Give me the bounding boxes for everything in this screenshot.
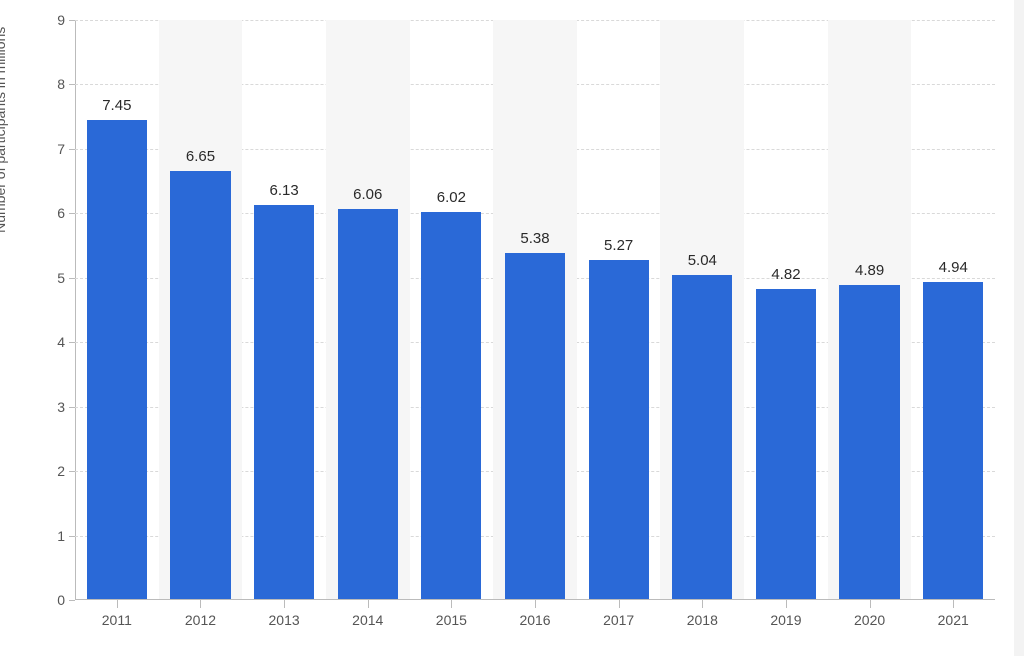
x-tick-mark: [284, 600, 285, 608]
x-tick-label: 2014: [352, 612, 383, 628]
bar-slot: 4.892020: [828, 20, 912, 600]
bar-value-label: 5.04: [688, 252, 717, 269]
bar: 7.45: [87, 120, 147, 600]
bar-value-label: 7.45: [102, 97, 131, 114]
x-tick-label: 2017: [603, 612, 634, 628]
bar-chart: Number of participants in millions 01234…: [10, 10, 1010, 646]
y-tick-label: 6: [35, 205, 75, 221]
bar-slot: 4.822019: [744, 20, 828, 600]
bar: 6.02: [421, 212, 481, 600]
x-tick-label: 2019: [770, 612, 801, 628]
bar-slot: 5.042018: [660, 20, 744, 600]
bar: 5.27: [589, 260, 649, 600]
x-tick-mark: [368, 600, 369, 608]
bar-value-label: 6.65: [186, 148, 215, 165]
bar-value-label: 6.02: [437, 189, 466, 206]
x-tick-mark: [870, 600, 871, 608]
bar-slot: 6.652012: [159, 20, 243, 600]
x-tick-label: 2016: [519, 612, 550, 628]
bar: 6.13: [254, 205, 314, 600]
x-tick-mark: [953, 600, 954, 608]
bar-value-label: 4.94: [939, 259, 968, 276]
y-tick-label: 5: [35, 270, 75, 286]
x-tick-mark: [702, 600, 703, 608]
bar-value-label: 6.06: [353, 186, 382, 203]
x-tick-label: 2015: [436, 612, 467, 628]
bar: 6.06: [338, 209, 398, 600]
bar: 4.89: [839, 285, 899, 600]
x-tick-mark: [619, 600, 620, 608]
bar: 6.65: [170, 171, 230, 600]
y-tick-label: 9: [35, 12, 75, 28]
y-tick-label: 4: [35, 334, 75, 350]
y-tick-label: 3: [35, 399, 75, 415]
bar: 4.82: [756, 289, 816, 600]
right-shadow-edge: [1014, 0, 1024, 656]
bar-value-label: 5.38: [520, 230, 549, 247]
bar-value-label: 4.82: [771, 266, 800, 283]
x-tick-mark: [451, 600, 452, 608]
y-tick-label: 7: [35, 141, 75, 157]
bar-slot: 5.382016: [493, 20, 577, 600]
y-tick-label: 1: [35, 528, 75, 544]
x-tick-label: 2021: [938, 612, 969, 628]
x-tick-label: 2018: [687, 612, 718, 628]
y-tick-label: 8: [35, 76, 75, 92]
bar: 5.38: [505, 253, 565, 600]
bar: 5.04: [672, 275, 732, 600]
y-axis-label: Number of participants in millions: [0, 27, 8, 233]
bars-region: 7.4520116.6520126.1320136.0620146.022015…: [75, 20, 995, 600]
bar-slot: 4.942021: [911, 20, 995, 600]
x-tick-label: 2020: [854, 612, 885, 628]
y-tick-label: 2: [35, 463, 75, 479]
bar-slot: 5.272017: [577, 20, 661, 600]
bar-slot: 6.062014: [326, 20, 410, 600]
x-axis-line: [75, 599, 995, 600]
bar-slot: 6.022015: [410, 20, 494, 600]
x-tick-mark: [200, 600, 201, 608]
x-tick-label: 2011: [102, 612, 132, 628]
bar-slot: 6.132013: [242, 20, 326, 600]
bar: 4.94: [923, 282, 983, 600]
x-tick-label: 2013: [269, 612, 300, 628]
bar-value-label: 4.89: [855, 262, 884, 279]
y-tick-label: 0: [35, 592, 75, 608]
x-tick-mark: [535, 600, 536, 608]
x-tick-label: 2012: [185, 612, 216, 628]
bar-value-label: 5.27: [604, 237, 633, 254]
plot-area: 0123456789 7.4520116.6520126.1320136.062…: [75, 20, 995, 600]
x-tick-mark: [786, 600, 787, 608]
bar-slot: 7.452011: [75, 20, 159, 600]
bar-value-label: 6.13: [269, 182, 298, 199]
x-tick-mark: [117, 600, 118, 608]
